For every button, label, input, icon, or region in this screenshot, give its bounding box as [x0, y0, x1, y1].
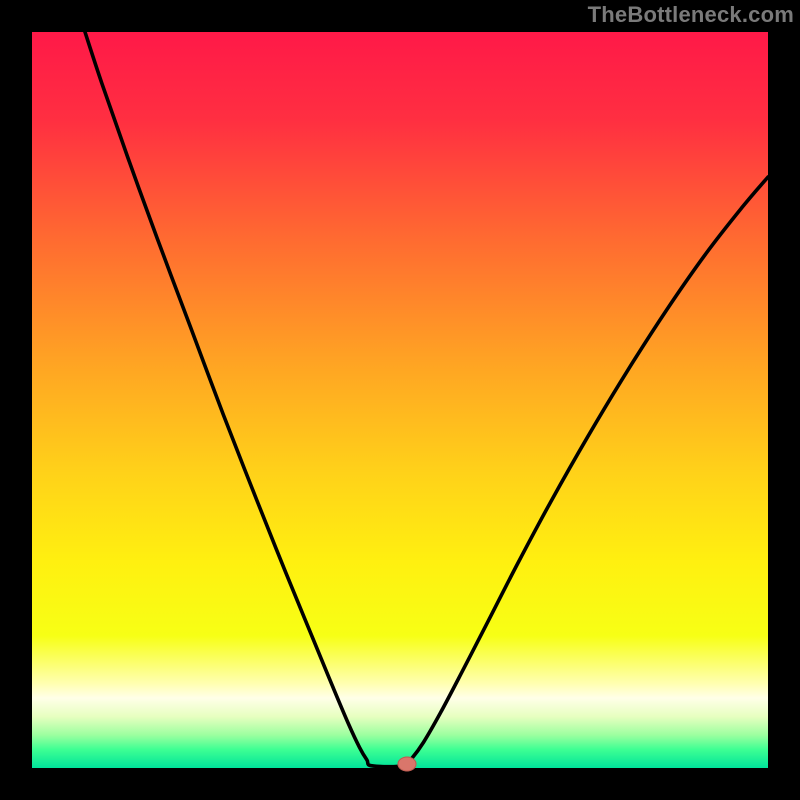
gradient-background — [32, 32, 768, 768]
watermark-label: TheBottleneck.com — [588, 2, 794, 28]
bottleneck-plot — [32, 32, 768, 768]
optimal-point-marker — [398, 756, 417, 771]
